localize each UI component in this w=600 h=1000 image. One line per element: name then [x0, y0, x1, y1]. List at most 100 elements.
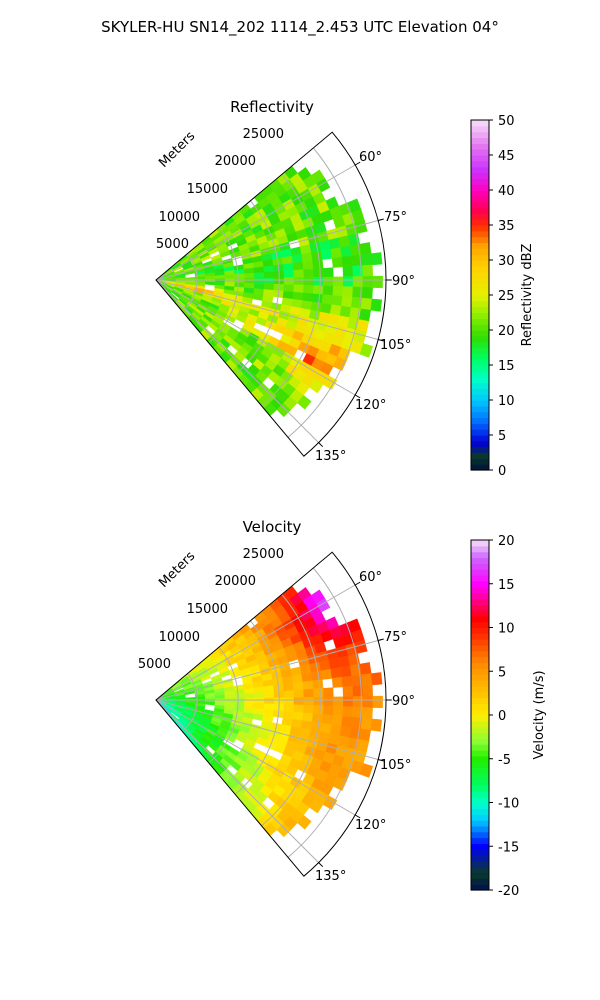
radar-cell — [303, 268, 314, 278]
colorbar-tick-label: -5 — [498, 753, 511, 768]
colorbar-segment — [471, 767, 489, 774]
azimuth-gridline — [155, 219, 379, 281]
radial-tick-label: 5000 — [156, 237, 189, 252]
radar-cell — [340, 665, 352, 678]
colorbar-segment — [471, 604, 489, 611]
colorbar-segment — [471, 610, 489, 617]
colorbar-segment — [471, 621, 489, 629]
reflectivity-field — [155, 165, 383, 418]
radar-cell — [342, 266, 354, 277]
colorbar-segment — [471, 831, 489, 839]
azimuth-tick-label: 90° — [392, 694, 415, 709]
colorbar-segment — [471, 761, 489, 769]
radar-cell — [359, 242, 372, 255]
radar-cell — [234, 273, 245, 279]
colorbar-segment — [471, 744, 489, 751]
radar-cell — [311, 250, 323, 262]
radar-cell — [354, 639, 368, 654]
radar-cell — [342, 286, 354, 298]
radar-cell — [331, 715, 343, 727]
colorbar-segment — [471, 860, 489, 868]
velocity-azimuth-tick-labels: 60° 75° 90° 105° 120° 135° — [315, 570, 415, 884]
radar-cell — [263, 685, 275, 693]
radar-cell — [322, 705, 334, 716]
radar-cell — [303, 688, 314, 698]
radar-cell — [311, 670, 323, 682]
radar-cell — [276, 402, 292, 418]
radar-cell — [293, 704, 304, 714]
radar-cell — [282, 262, 294, 272]
radar-cell — [303, 697, 314, 706]
colorbar-segment — [471, 335, 489, 343]
colorbar-segment — [471, 411, 489, 419]
azimuth-tick — [354, 394, 361, 399]
colorbar-segment — [471, 388, 489, 395]
radar-cell — [283, 284, 295, 293]
radial-tick-label: 25000 — [243, 127, 284, 142]
radar-cell — [214, 698, 226, 703]
colorbar-segment — [471, 808, 489, 815]
radar-cell — [341, 296, 353, 308]
radar-cell — [254, 697, 265, 704]
radar-cell — [341, 675, 353, 688]
radar-cell — [371, 252, 383, 266]
reflectivity-colorbar — [470, 119, 493, 471]
colorbar-segment — [471, 382, 489, 389]
colorbar-segment — [471, 697, 489, 704]
velocity-radial-tick-labels: 5000 10000 15000 20000 25000 — [138, 547, 284, 672]
colorbar-tick-label: 45 — [498, 149, 515, 164]
radial-tick-label: 10000 — [159, 630, 200, 645]
colorbar-label: Reflectivity dBZ — [520, 244, 535, 347]
reflectivity-title: Reflectivity — [230, 98, 314, 116]
radar-cell — [361, 673, 373, 686]
radar-cell — [333, 696, 344, 707]
velocity-panel: Velocity 5000 10000 15000 20000 25000 Me… — [138, 518, 547, 899]
colorbar-tick-label: 0 — [498, 709, 506, 724]
colorbar-segment — [471, 295, 489, 302]
colorbar-segment — [471, 598, 489, 605]
colorbar-segment — [471, 633, 489, 640]
colorbar-segment — [471, 341, 489, 349]
colorbar-segment — [471, 149, 489, 156]
radar-cell — [282, 682, 294, 692]
radar-cell — [354, 219, 368, 234]
colorbar-segment — [471, 755, 489, 763]
radar-cell — [303, 277, 314, 286]
colorbar-tick-label: 40 — [498, 184, 515, 199]
radar-cell — [254, 277, 265, 284]
azimuth-tick-label: 120° — [355, 398, 386, 413]
colorbar-tick-label: 5 — [498, 429, 506, 444]
radar-cell — [293, 277, 305, 286]
radar-cell — [362, 276, 374, 288]
radar-cell — [362, 684, 374, 697]
colorbar-segment — [471, 359, 489, 366]
colorbar-tick-label: 15 — [498, 359, 515, 374]
colorbar-segment — [471, 837, 489, 844]
radar-cell — [332, 705, 344, 717]
colorbar-segment — [471, 137, 489, 144]
colorbar-segment — [471, 551, 489, 559]
colorbar-segment — [471, 254, 489, 261]
colorbar-segment — [471, 592, 489, 599]
colorbar-segment — [471, 300, 489, 308]
radar-cell — [313, 696, 324, 707]
colorbar-segment — [471, 248, 489, 255]
colorbar-segment — [471, 236, 489, 244]
azimuth-tick-label: 60° — [359, 570, 382, 585]
radar-cell — [341, 716, 353, 728]
colorbar-segment — [471, 825, 489, 833]
colorbar-segment — [471, 423, 489, 430]
radar-cell — [292, 681, 304, 691]
radar-cell — [330, 667, 343, 679]
colorbar-segment — [471, 540, 489, 547]
colorbar-segment — [471, 849, 489, 856]
colorbar-segment — [471, 545, 489, 553]
radar-cell — [331, 256, 344, 268]
azimuth-tick-label: 60° — [359, 150, 382, 165]
azimuth-tick — [378, 339, 384, 342]
radar-cell — [358, 728, 371, 742]
colorbar-segment — [471, 440, 489, 448]
colorbar-segment — [471, 201, 489, 209]
azimuth-gridline — [155, 699, 356, 816]
